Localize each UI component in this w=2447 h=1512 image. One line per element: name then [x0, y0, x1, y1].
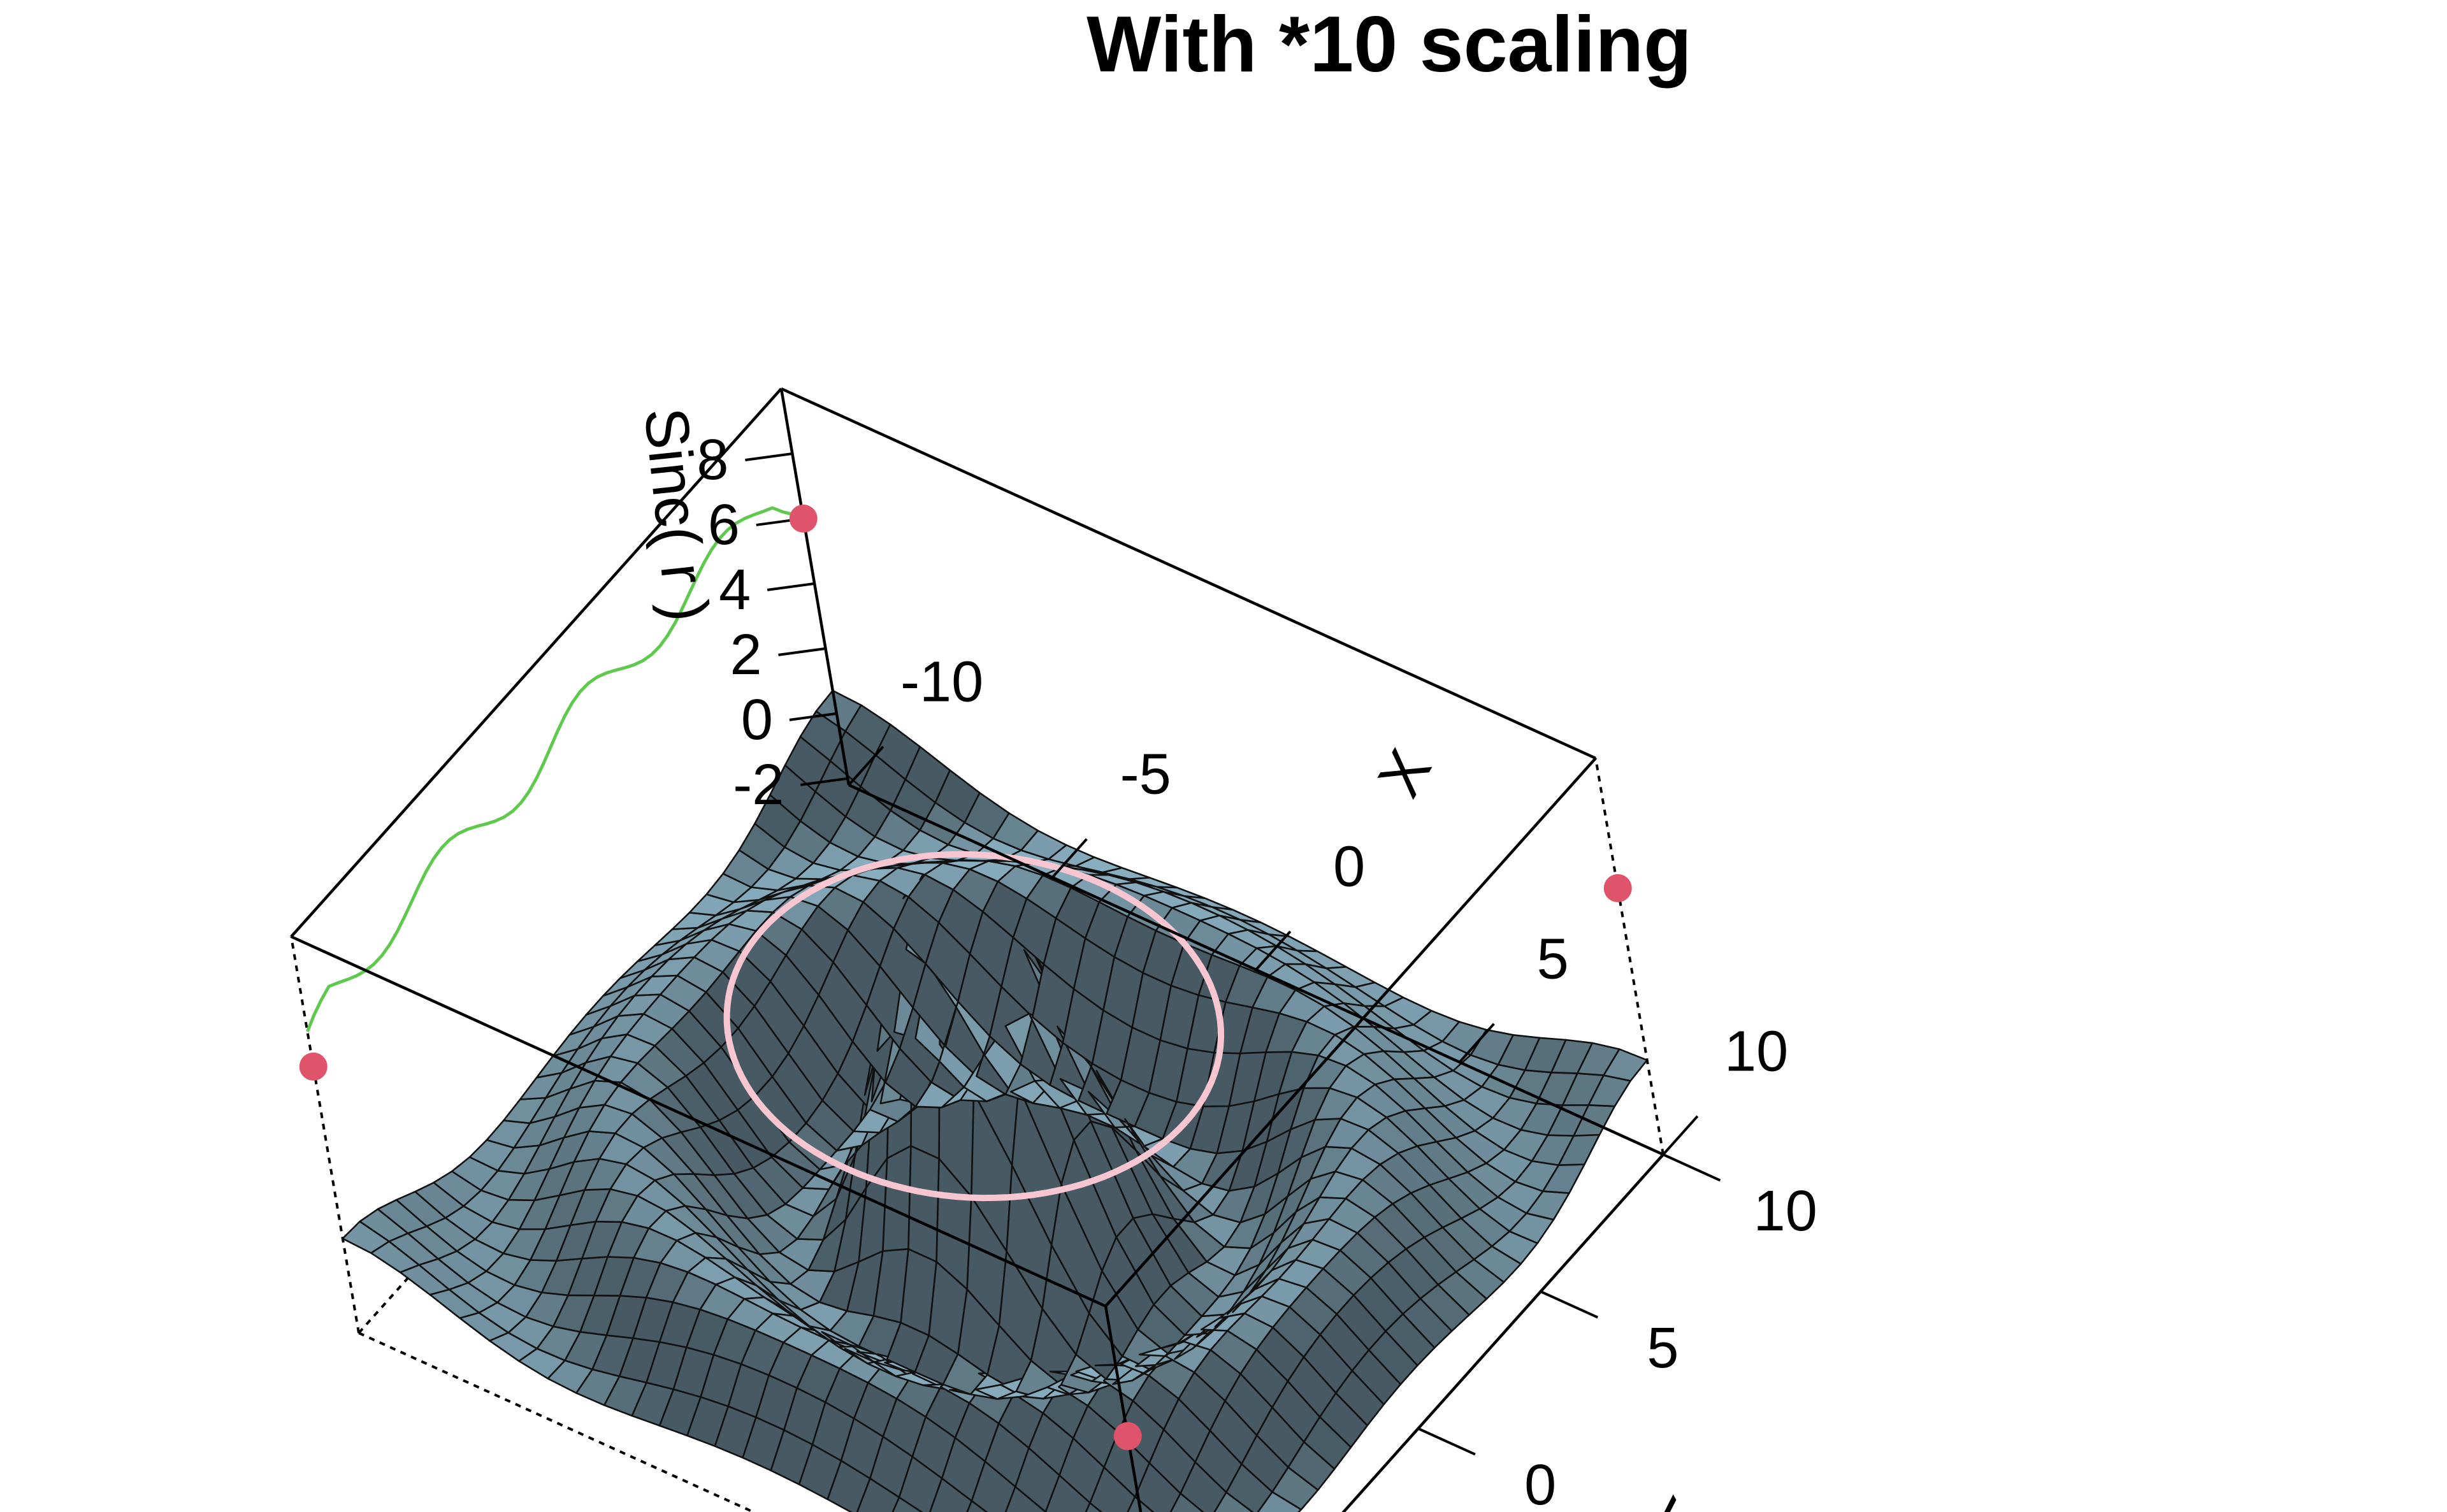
z-tick [789, 712, 837, 721]
surface-facet [1213, 1491, 1254, 1512]
x-tick-label: 0 [1333, 835, 1365, 899]
chart-title: With *10 scaling [1086, 1, 1692, 89]
x-tick-label: -5 [1120, 743, 1171, 807]
surface-facet [882, 1145, 912, 1252]
pink-ring [723, 851, 1225, 1202]
z-tick-label: 4 [719, 558, 751, 622]
box-edge [781, 387, 1596, 760]
y-tick-label: 0 [1524, 1453, 1556, 1512]
front-box-edges [290, 387, 1664, 1512]
data-point [789, 504, 818, 533]
z-tick-label: -2 [733, 753, 784, 817]
y-tick-label: 10 [1754, 1179, 1817, 1243]
box-edge [1104, 757, 1597, 1307]
x-tick [1662, 1115, 1699, 1156]
y-axis-label: Y [1624, 1487, 1704, 1512]
surface-mesh [342, 689, 1648, 1512]
y-tick-label: 5 [1647, 1316, 1678, 1380]
z-tick [778, 647, 826, 656]
surface-facet [891, 1496, 923, 1512]
z-tick-label: 2 [730, 623, 762, 687]
x-tick [1459, 1023, 1495, 1063]
data-point [299, 1052, 328, 1081]
hidden-box-edge [1594, 758, 1664, 1155]
z-tick-label: 8 [697, 428, 728, 492]
y-tick [1417, 1427, 1476, 1456]
z-tick-label: 0 [741, 688, 773, 752]
z-tick [745, 452, 793, 461]
x-tick-label: -10 [900, 651, 983, 714]
x-tick [848, 745, 884, 786]
back-panel-curve [306, 506, 803, 1032]
y-tick [1540, 1290, 1599, 1319]
z-tick [800, 777, 848, 786]
x-tick-label: 10 [1724, 1020, 1788, 1084]
box-edge [290, 387, 783, 938]
x-tick-label: 5 [1537, 928, 1569, 991]
ring-overlay [723, 851, 1225, 1202]
x-axis-label: X [1365, 738, 1445, 808]
surface-facet [1169, 1492, 1204, 1512]
back-panel-line [306, 506, 803, 1032]
box-edge [779, 388, 851, 786]
box-edge [1104, 1306, 1143, 1512]
z-tick [767, 582, 815, 591]
z-tick-label: 6 [708, 493, 740, 557]
hidden-box-edge [290, 936, 360, 1334]
x-tick [1255, 930, 1292, 971]
surface-facet [907, 1145, 940, 1263]
y-tick [1663, 1153, 1721, 1182]
x-tick [1051, 838, 1088, 879]
data-point [1113, 1422, 1142, 1450]
corner-points [299, 504, 1632, 1450]
box-edge [291, 935, 1106, 1308]
data-point [1603, 874, 1632, 902]
